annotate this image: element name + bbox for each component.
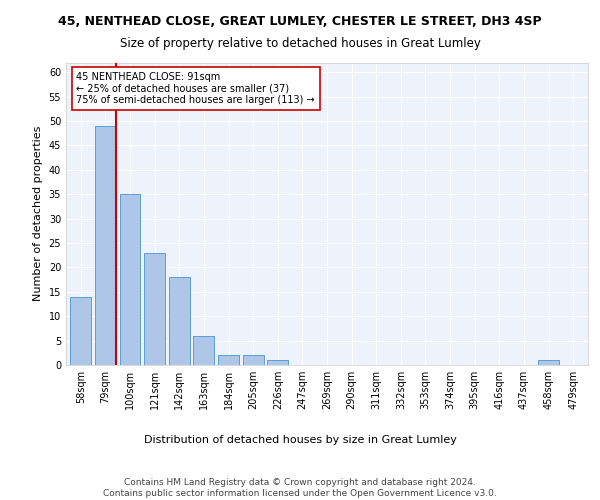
Bar — [119, 194, 140, 365]
Bar — [538, 360, 559, 365]
Text: Size of property relative to detached houses in Great Lumley: Size of property relative to detached ho… — [119, 38, 481, 51]
Bar — [242, 355, 263, 365]
Bar — [193, 336, 214, 365]
Text: Distribution of detached houses by size in Great Lumley: Distribution of detached houses by size … — [143, 435, 457, 445]
Bar — [218, 355, 239, 365]
Bar — [169, 277, 190, 365]
Bar — [144, 253, 165, 365]
Bar — [267, 360, 288, 365]
Y-axis label: Number of detached properties: Number of detached properties — [33, 126, 43, 302]
Bar — [95, 126, 116, 365]
Text: Contains HM Land Registry data © Crown copyright and database right 2024.
Contai: Contains HM Land Registry data © Crown c… — [103, 478, 497, 498]
Text: 45 NENTHEAD CLOSE: 91sqm
← 25% of detached houses are smaller (37)
75% of semi-d: 45 NENTHEAD CLOSE: 91sqm ← 25% of detach… — [76, 72, 315, 105]
Text: 45, NENTHEAD CLOSE, GREAT LUMLEY, CHESTER LE STREET, DH3 4SP: 45, NENTHEAD CLOSE, GREAT LUMLEY, CHESTE… — [58, 15, 542, 28]
Bar — [70, 296, 91, 365]
